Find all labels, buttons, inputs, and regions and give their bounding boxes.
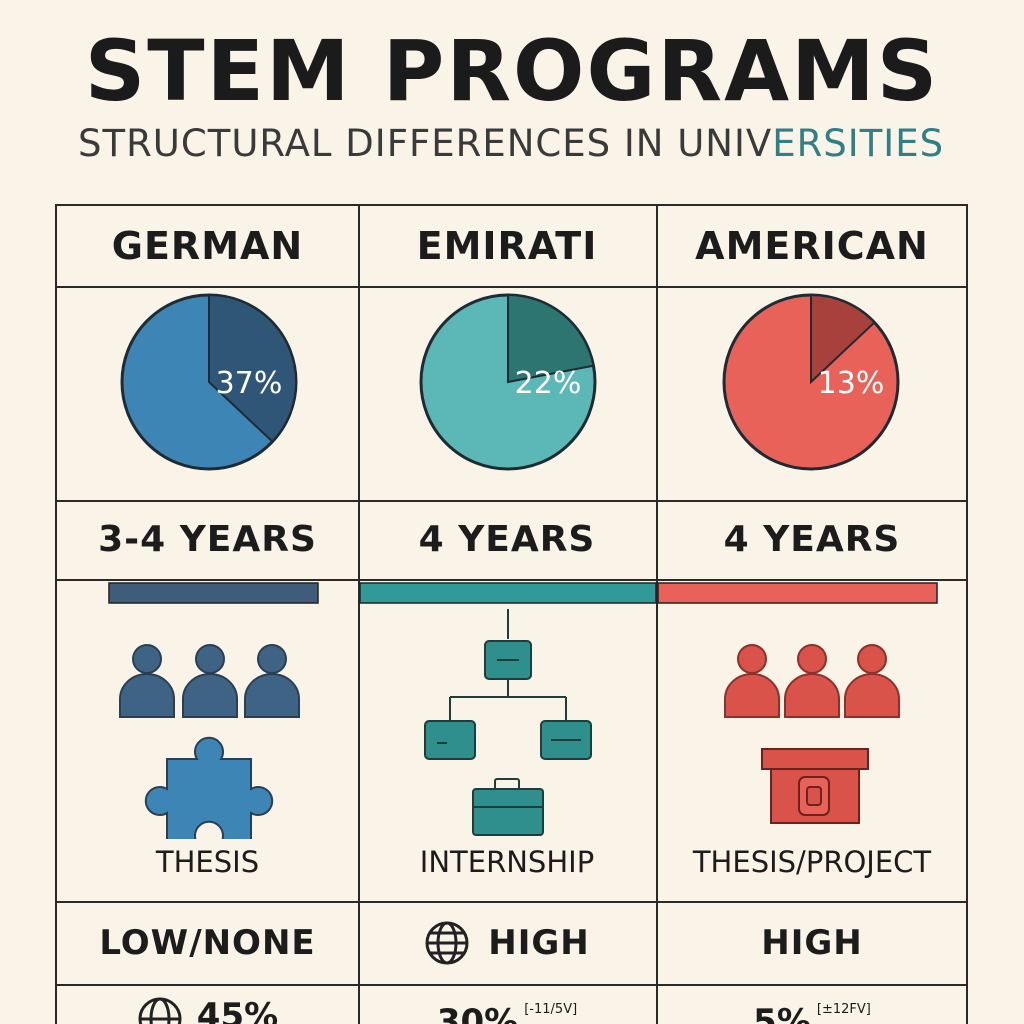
- row-divider: [57, 579, 966, 581]
- people-icon: [724, 644, 900, 718]
- globe-icon: [138, 997, 182, 1024]
- pie-slice: [208, 293, 297, 443]
- org-chart-icon: [424, 609, 592, 760]
- puzzle-icon: [144, 736, 274, 839]
- duration-bar-emirati: [359, 582, 657, 604]
- page-title: STEM PROGRAMS: [84, 22, 940, 120]
- level-american: HIGH: [761, 922, 863, 963]
- component-emirati: INTERNSHIP: [419, 845, 595, 879]
- pie-slice-label: 22%: [515, 366, 582, 401]
- bottom-emirati-value: 30%: [436, 1002, 519, 1024]
- duration-german: 3-4 YEARS: [98, 519, 317, 560]
- presentation-icon: [761, 748, 869, 824]
- column-divider: [358, 206, 360, 1024]
- row-divider: [57, 286, 966, 288]
- pie-german: 37%: [120, 293, 298, 471]
- globe-icon: [425, 921, 469, 964]
- duration-american: 4 YEARS: [723, 519, 901, 560]
- column-header-german: GERMAN: [111, 224, 304, 268]
- pie-american: 13%: [722, 293, 900, 471]
- briefcase-icon: [472, 778, 544, 836]
- pie-emirati: 22%: [419, 293, 597, 471]
- component-american: THESIS/PROJECT: [692, 845, 932, 879]
- people-icon: [119, 644, 300, 718]
- pie-charts: 37% 22% 13%: [120, 293, 900, 471]
- bottom-american-note: [±12FV]: [816, 1002, 871, 1017]
- row-divider: [57, 984, 966, 986]
- comparison-table: GERMAN EMIRATI AMERICAN 37% 22% 13% 3-4 YE…: [55, 204, 968, 1024]
- component-icons: [119, 609, 900, 839]
- component-german: THESIS: [155, 845, 260, 879]
- bottom-german: 45%: [57, 996, 358, 1024]
- bottom-american-value: 5%: [753, 1002, 811, 1024]
- duration-emirati: 4 YEARS: [418, 519, 596, 560]
- duration-bar-german: [108, 582, 319, 604]
- bottom-emirati-note: [-11/5V]: [524, 1002, 578, 1017]
- pie-slice: [810, 293, 876, 385]
- page-subtitle: STRUCTURAL DIFFERENCES IN UNIVERSITIES: [78, 122, 944, 165]
- column-header-american: AMERICAN: [695, 224, 929, 268]
- level-emirati: HIGH: [358, 901, 656, 984]
- level-emirati-label: HIGH: [488, 922, 590, 963]
- duration-bars: [108, 582, 938, 604]
- subtitle-accent: ERSITIES: [772, 122, 945, 165]
- duration-bar-american: [657, 582, 938, 604]
- subtitle-main: STRUCTURAL DIFFERENCES IN UNIV: [78, 122, 773, 165]
- bottom-german-value: 45%: [196, 996, 279, 1024]
- pie-slice: [507, 293, 595, 384]
- column-divider: [656, 206, 658, 1024]
- row-divider: [57, 901, 966, 903]
- level-german: LOW/NONE: [99, 922, 316, 963]
- bottom-emirati: 30% [-11/5V]: [358, 1002, 656, 1024]
- column-header-emirati: EMIRATI: [416, 224, 598, 268]
- pie-slice-label: 13%: [818, 366, 885, 401]
- bottom-american: 5% [±12FV]: [656, 1002, 968, 1024]
- pie-slice-label: 37%: [216, 366, 283, 401]
- row-divider: [57, 500, 966, 502]
